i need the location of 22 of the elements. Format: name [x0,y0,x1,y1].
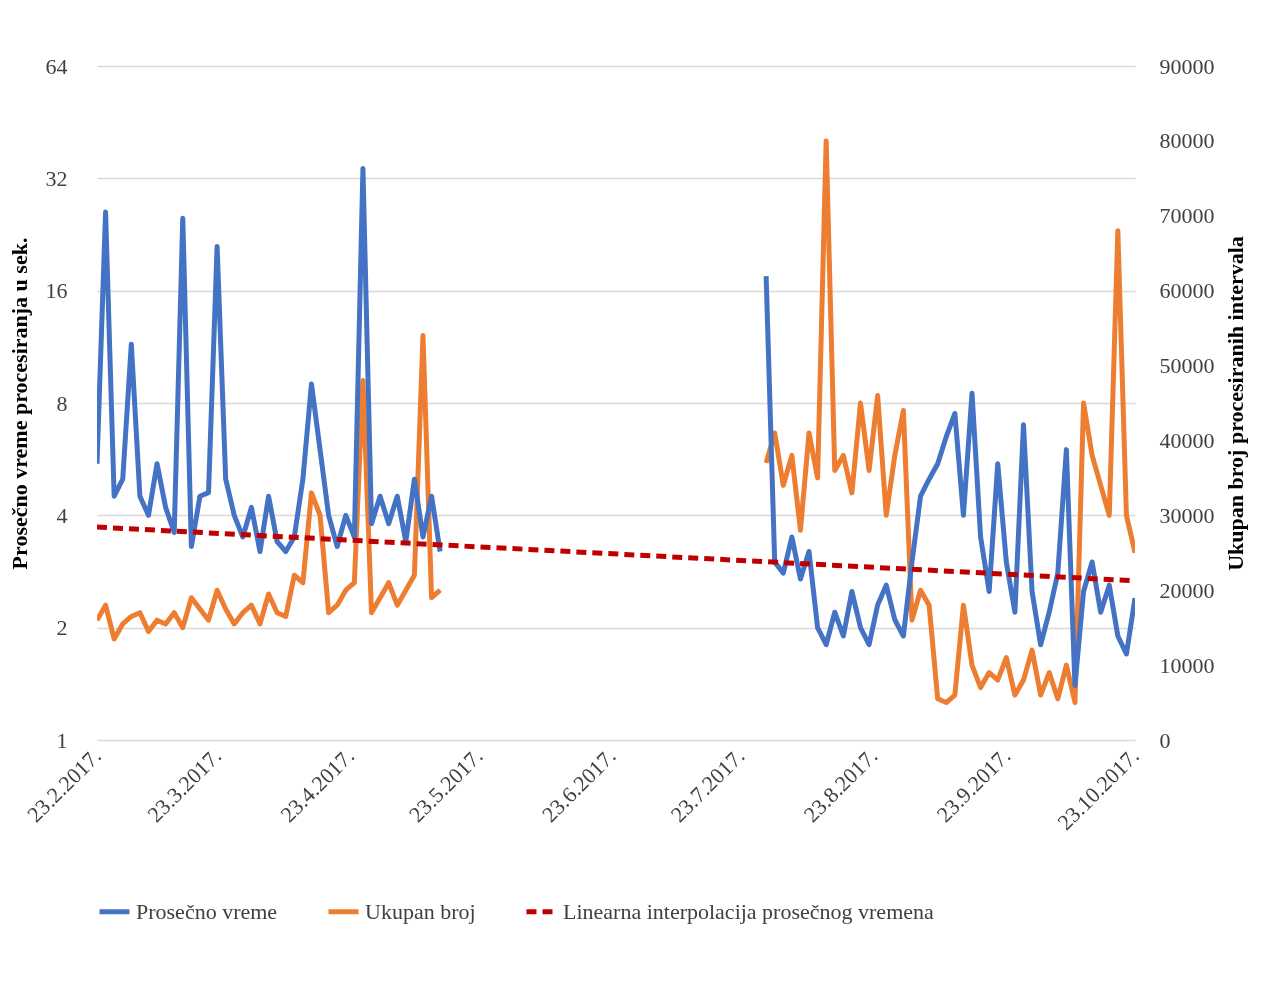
y2-axis-title: Ukupan broj procesiranih intervala [1222,236,1248,571]
y2-tick-label: 30000 [1159,502,1215,528]
y2-tick-label: 40000 [1159,427,1215,453]
y-tick-label: 1 [56,727,68,753]
y2-tick-label: 80000 [1159,128,1215,154]
y2-tick-label: 50000 [1159,353,1215,379]
y2-tick-label: 70000 [1159,203,1215,229]
y-tick-label: 2 [56,615,68,641]
y-tick-label: 64 [45,53,68,79]
legend-label: Linearna interpolacija prosečnog vremena [563,898,934,924]
legend-label: Ukupan broj [365,898,476,924]
y-tick-label: 4 [56,502,68,528]
y2-tick-label: 60000 [1159,278,1215,304]
y-axis-title: Prosečno vreme procesiranja u sek. [6,237,32,570]
y2-tick-label: 10000 [1159,652,1215,678]
y-tick-label: 8 [56,390,68,416]
y2-tick-label: 90000 [1159,53,1215,79]
y-tick-label: 32 [45,165,68,191]
legend-label: Prosečno vreme [136,898,278,924]
y-tick-label: 16 [45,278,68,304]
y2-tick-label: 0 [1159,727,1171,753]
y2-tick-label: 20000 [1159,577,1215,603]
